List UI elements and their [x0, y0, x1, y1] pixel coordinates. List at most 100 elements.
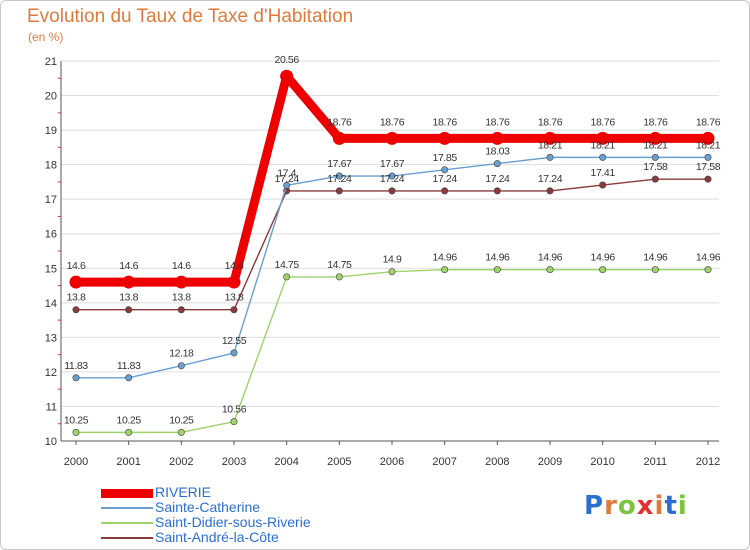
data-label: 10.25	[169, 414, 194, 426]
data-label: 18.76	[485, 116, 510, 128]
y-tick-label: 18	[45, 160, 57, 172]
data-point	[651, 153, 659, 161]
legend-label: Saint-Didier-sous-Riverie	[155, 514, 311, 530]
data-point	[704, 175, 712, 183]
data-label: 14.6	[225, 260, 244, 272]
data-label: 18.21	[696, 139, 721, 151]
data-point	[230, 349, 238, 357]
logo-letter: P	[584, 491, 605, 521]
data-point	[546, 187, 554, 195]
data-point	[441, 187, 449, 195]
y-tick-label: 11	[46, 401, 57, 413]
logo-letter: o	[617, 491, 637, 521]
data-label: 13.8	[119, 292, 138, 304]
data-point	[125, 306, 133, 314]
data-point	[174, 275, 188, 289]
data-label: 17.24	[327, 173, 352, 185]
data-point	[125, 428, 133, 436]
y-tick-label: 10	[45, 436, 57, 448]
data-label: 17.67	[380, 158, 405, 170]
data-point	[388, 268, 396, 276]
data-point	[177, 306, 185, 314]
data-label: 13.8	[67, 292, 86, 304]
data-point	[177, 428, 185, 436]
data-point	[648, 131, 662, 145]
x-tick-label: 2011	[644, 456, 668, 468]
data-point	[493, 266, 501, 274]
data-label: 17.58	[643, 161, 668, 173]
legend-swatch-riverie	[101, 489, 153, 498]
data-label: 10.25	[64, 414, 89, 426]
data-label: 14.9	[383, 254, 402, 266]
x-tick-label: 2006	[380, 456, 404, 468]
legend-label: Sainte-Catherine	[155, 499, 261, 515]
data-label: 18.76	[380, 116, 405, 128]
data-point	[72, 374, 80, 382]
data-point	[388, 172, 396, 180]
data-point	[230, 306, 238, 314]
data-label: 18.21	[643, 139, 668, 151]
x-tick-label: 2009	[538, 456, 562, 468]
logo-letter: r	[604, 491, 618, 521]
data-label: 14.75	[327, 259, 352, 271]
data-point	[543, 131, 557, 145]
y-tick-label: 19	[45, 125, 57, 137]
data-label: 18.21	[591, 139, 616, 151]
data-label: 18.76	[327, 116, 352, 128]
data-point	[335, 273, 343, 281]
data-point	[385, 131, 399, 145]
data-point	[704, 153, 712, 161]
data-label: 14.96	[538, 252, 563, 264]
data-label: 17.24	[538, 173, 563, 185]
legend-label: Saint-André-la-Côte	[155, 529, 279, 545]
data-label: 17.67	[327, 158, 352, 170]
data-label: 17.24	[485, 173, 510, 185]
data-label: 17.4	[277, 167, 296, 179]
logo-letter: i	[677, 491, 688, 521]
data-point	[490, 131, 504, 145]
legend-label: RIVERIE	[155, 484, 212, 500]
data-point	[280, 69, 294, 83]
data-label: 14.96	[696, 252, 721, 264]
x-tick-label: 2012	[696, 456, 720, 468]
y-tick-label: 13	[45, 332, 57, 344]
x-tick-label: 2002	[169, 456, 193, 468]
data-label: 17.41	[591, 167, 616, 179]
y-tick-label: 14	[45, 298, 57, 310]
data-label: 11.83	[64, 360, 88, 372]
data-point	[493, 187, 501, 195]
chart-subtitle: (en %)	[28, 30, 64, 44]
data-label: 17.85	[433, 152, 458, 164]
data-label: 18.76	[538, 116, 563, 128]
legend-swatch-saint-didier	[101, 522, 153, 524]
data-label: 20.56	[275, 54, 300, 66]
logo-letter: t	[664, 491, 678, 521]
x-tick-label: 2001	[116, 456, 140, 468]
data-point	[438, 131, 452, 145]
data-label: 18.76	[591, 116, 616, 128]
data-label: 14.6	[119, 260, 138, 272]
data-point	[599, 153, 607, 161]
x-tick-label: 2008	[485, 456, 509, 468]
proxiti-logo: Proxiti	[584, 491, 688, 521]
data-label: 14.6	[172, 260, 191, 272]
x-tick-label: 2000	[64, 456, 88, 468]
data-label: 18.76	[643, 116, 668, 128]
data-point	[493, 160, 501, 168]
x-tick-label: 2005	[327, 456, 351, 468]
data-point	[546, 266, 554, 274]
data-point	[69, 275, 83, 289]
data-point	[283, 181, 291, 189]
y-tick-label: 12	[45, 367, 57, 379]
legend-swatch-saint-andre	[101, 537, 153, 539]
data-label: 18.21	[538, 139, 563, 151]
y-tick-label: 15	[45, 263, 57, 275]
data-label: 14.75	[275, 259, 300, 271]
logo-letter: i	[654, 491, 665, 521]
data-point	[227, 275, 241, 289]
data-label: 14.96	[485, 252, 510, 264]
data-point	[283, 273, 291, 281]
data-point	[230, 418, 238, 426]
data-labels: 14.6 14.6 14.6 14.6 20.56 18.76 18.76 18.76 18.7…	[64, 54, 721, 426]
